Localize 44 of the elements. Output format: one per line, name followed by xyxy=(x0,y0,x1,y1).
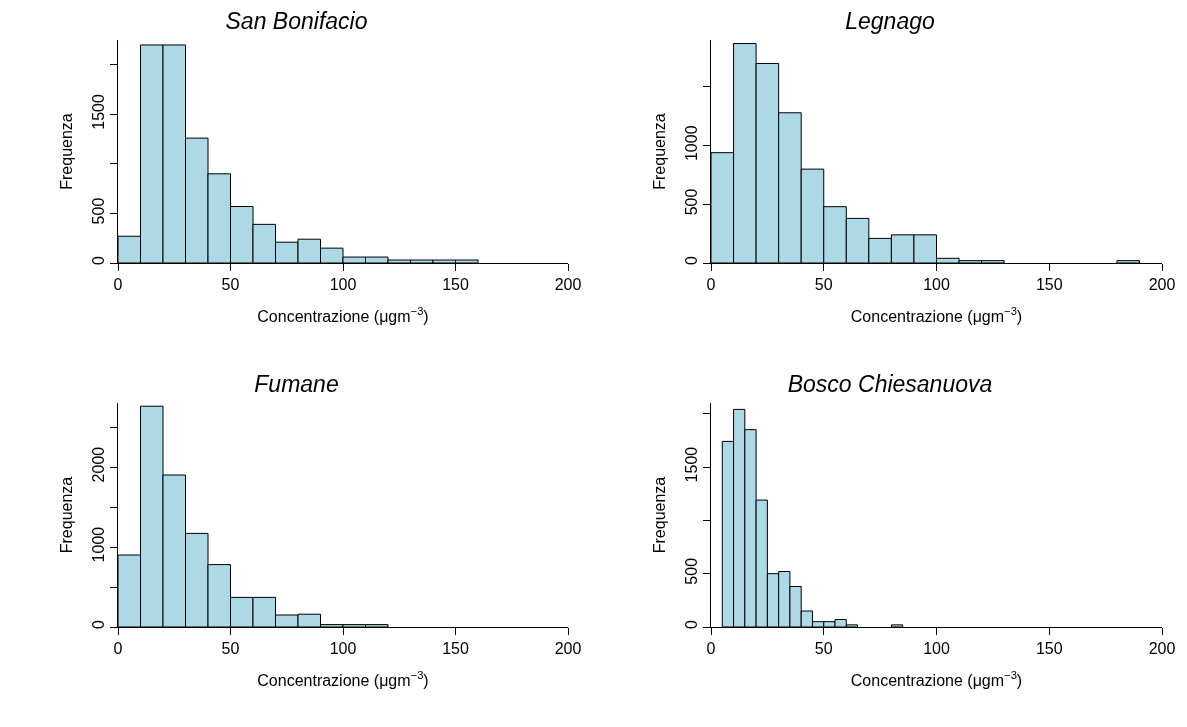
chart-title: San Bonifacio xyxy=(225,7,368,34)
y-tick-label: 1500 xyxy=(682,446,700,483)
y-tick-label: 500 xyxy=(682,188,700,216)
x-axis-title: Concentrazione (μgm$^{−3}$) xyxy=(257,305,429,325)
x-tick-label: 150 xyxy=(1035,640,1063,658)
y-tick-label: 1500 xyxy=(89,94,107,130)
x-tick-label: 200 xyxy=(554,640,582,658)
x-tick-label: 50 xyxy=(221,640,240,658)
x-tick-label: 50 xyxy=(814,276,833,294)
x-axis-title: Concentrazione (μgm$^{−3}$) xyxy=(850,669,1023,689)
y-tick-label: 1000 xyxy=(89,526,107,563)
x-tick-label: 0 xyxy=(706,276,716,294)
y-axis-title: Frequenza xyxy=(58,476,76,554)
y-axis-title: Frequenza xyxy=(58,113,76,190)
y-tick-label: 0 xyxy=(682,620,700,630)
y-tick-label: 500 xyxy=(89,197,107,225)
x-tick-label: 0 xyxy=(113,640,123,658)
x-tick-label: 200 xyxy=(1148,640,1176,658)
y-tick-label: 500 xyxy=(682,557,700,585)
y-axis-title: Frequenza xyxy=(651,476,669,554)
x-tick-label: 200 xyxy=(1148,276,1176,294)
x-tick-label: 100 xyxy=(923,276,950,294)
y-tick-label: 0 xyxy=(89,620,107,630)
chart-title: Fumane xyxy=(254,370,339,397)
x-tick-label: 200 xyxy=(554,276,582,294)
x-tick-label: 0 xyxy=(113,276,123,294)
chart-title: Bosco Chiesanuova xyxy=(787,370,993,397)
x-tick-label: 100 xyxy=(329,640,357,658)
x-tick-label: 150 xyxy=(442,276,469,294)
y-tick-label: 0 xyxy=(89,256,107,266)
x-tick-label: 100 xyxy=(329,276,357,294)
y-tick-label: 0 xyxy=(682,256,700,266)
y-axis-title: Frequenza xyxy=(651,113,669,190)
chart-title: Legnago xyxy=(845,7,935,34)
x-tick-label: 50 xyxy=(814,640,833,658)
y-tick-label: 1000 xyxy=(682,125,700,162)
x-tick-label: 150 xyxy=(442,640,469,658)
y-tick-label: 2000 xyxy=(89,446,107,483)
x-axis-title: Concentrazione (μgm$^{−3}$) xyxy=(257,669,429,689)
x-tick-label: 150 xyxy=(1035,276,1063,294)
x-tick-label: 100 xyxy=(923,640,950,658)
x-tick-label: 50 xyxy=(221,276,240,294)
x-tick-label: 0 xyxy=(706,640,716,658)
x-axis-title: Concentrazione (μgm$^{−3}$) xyxy=(850,305,1023,325)
